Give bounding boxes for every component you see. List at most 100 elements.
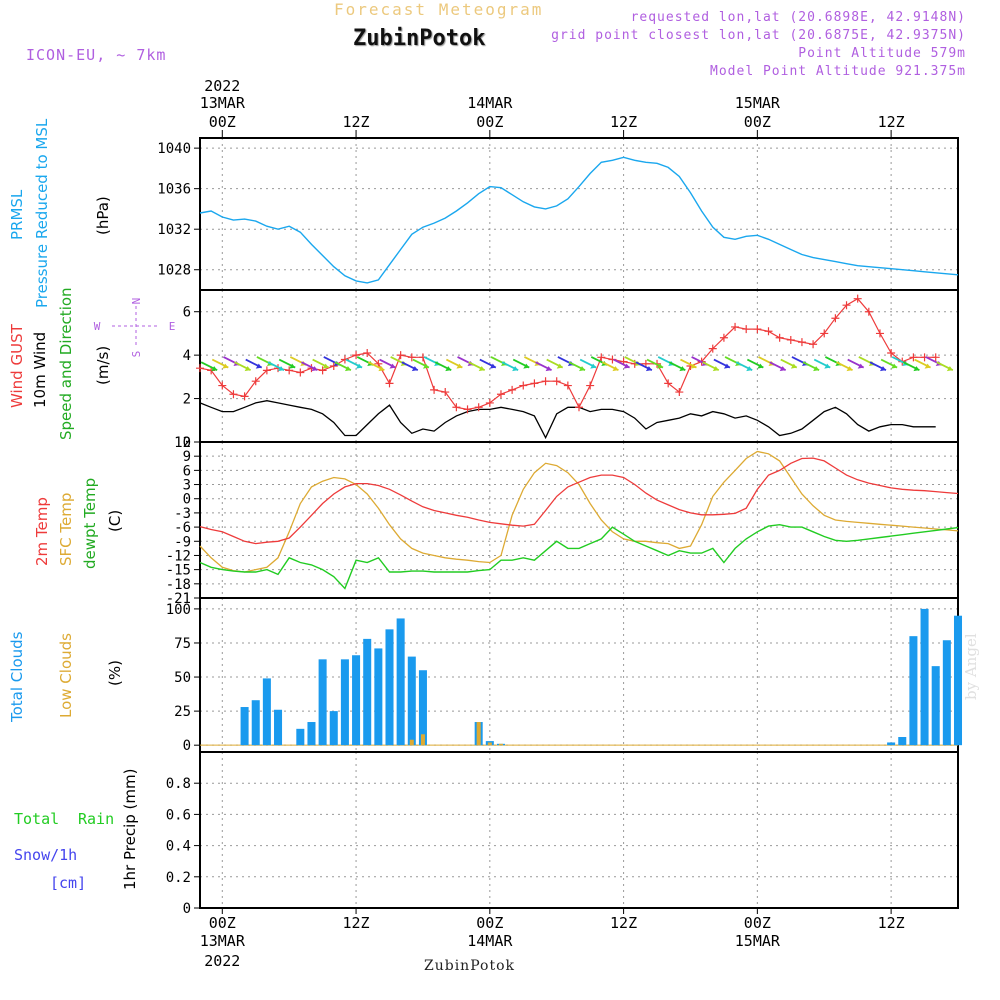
pressure-line bbox=[199, 156, 959, 284]
total-cloud-bar bbox=[307, 722, 316, 746]
temp-unit: (C) bbox=[106, 510, 124, 532]
wind-arrow-head bbox=[255, 363, 262, 369]
total-cloud-bar bbox=[240, 707, 249, 746]
compass-s: S bbox=[130, 351, 143, 358]
wind-arrow-head bbox=[590, 363, 597, 369]
wind-gust-marker bbox=[931, 353, 940, 362]
wind-arrow-head bbox=[411, 366, 418, 372]
pressure-frame bbox=[199, 137, 959, 291]
wind-arrow-head bbox=[512, 366, 519, 372]
wind-gust-marker bbox=[318, 366, 327, 375]
temp-ytick-label: -12 bbox=[166, 548, 191, 564]
precip-ytick-label: 0 bbox=[183, 901, 191, 917]
model-altitude: Model Point Altitude 921.375m bbox=[710, 64, 966, 79]
wind-gust-marker bbox=[240, 392, 249, 401]
clouds-ytick-label: 25 bbox=[174, 704, 191, 720]
total-cloud-bar bbox=[920, 608, 929, 746]
temp-2m-label: 2m Temp bbox=[33, 497, 51, 566]
wind-gust-marker bbox=[218, 381, 227, 390]
temp-ytick-label: 3 bbox=[183, 478, 191, 494]
precip-snow-label: Snow/1h bbox=[14, 846, 77, 864]
clouds-ytick-label: 100 bbox=[166, 602, 191, 618]
wind-arrow-head bbox=[389, 363, 396, 369]
compass-e: E bbox=[169, 320, 176, 333]
wind-gust-marker bbox=[430, 385, 439, 394]
wind-gust-marker bbox=[463, 405, 472, 414]
bottom-year-label: 2022 bbox=[204, 952, 240, 970]
wind-gust-marker bbox=[508, 385, 517, 394]
wind-gust-marker bbox=[887, 348, 896, 357]
wind-arrow-head bbox=[445, 366, 452, 372]
wind-arrow-head bbox=[289, 363, 296, 369]
total-cloud-bar bbox=[329, 711, 338, 746]
precip-ytick-label: 0.2 bbox=[166, 870, 191, 886]
footer-location: ZubinPotok bbox=[424, 958, 516, 974]
wind-gust-marker bbox=[820, 329, 829, 338]
temp-ytick-label: 6 bbox=[183, 463, 191, 479]
wind-gust-marker bbox=[396, 351, 405, 360]
precip-ytick-label: 0.8 bbox=[166, 776, 191, 792]
low-cloud-bar bbox=[409, 739, 414, 746]
wind-arrow-head bbox=[311, 366, 318, 372]
wind-gust-marker bbox=[764, 327, 773, 336]
wind-arrow-head bbox=[779, 366, 786, 372]
temp-ytick-label: -9 bbox=[174, 534, 191, 550]
top-hour-label: 12Z bbox=[610, 113, 637, 131]
wind-arrow-head bbox=[322, 363, 329, 369]
top-hour-label: 00Z bbox=[476, 113, 503, 131]
location-title: ZubinPotok bbox=[353, 26, 486, 51]
wind-ytick-label: 4 bbox=[183, 348, 191, 364]
sfc-temp-label: SFC Temp bbox=[57, 493, 75, 566]
dewpt-line bbox=[199, 523, 959, 590]
pressure-label-1: PRMSL bbox=[8, 189, 26, 240]
wind-gust-marker bbox=[329, 362, 338, 370]
precip-ytick-label: 0.4 bbox=[166, 839, 191, 855]
wind-gust-marker bbox=[786, 335, 795, 344]
wind-gust-marker bbox=[485, 398, 494, 407]
precip-ytick-label: 0.6 bbox=[166, 807, 191, 823]
compass-w: W bbox=[94, 320, 101, 333]
wind-gust-marker bbox=[352, 351, 361, 360]
closest-coords: grid point closest lon,lat (20.6875E, 42… bbox=[551, 28, 966, 43]
total-clouds-label: Total Clouds bbox=[8, 631, 26, 723]
wind-arrow-head bbox=[222, 363, 229, 369]
bottom-date-label: 14MAR bbox=[467, 932, 513, 950]
top-hour-label: 12Z bbox=[878, 113, 905, 131]
wind-arrow-head bbox=[211, 366, 218, 372]
bottom-hour-label: 00Z bbox=[476, 914, 503, 932]
wind-gust-marker bbox=[842, 301, 851, 310]
bottom-date-label: 15MAR bbox=[735, 932, 781, 950]
wind-arrow-head bbox=[790, 363, 797, 369]
wind-gust-marker bbox=[775, 333, 784, 342]
total-cloud-bar bbox=[942, 640, 951, 746]
bottom-date-label: 13MAR bbox=[200, 932, 246, 950]
pressure-ytick-label: 1040 bbox=[157, 141, 191, 157]
wind-gust-marker bbox=[519, 381, 528, 390]
wind-arrow-head bbox=[612, 366, 619, 372]
pressure-unit: (hPa) bbox=[94, 196, 112, 235]
wind-gust-marker bbox=[441, 388, 450, 397]
total-cloud-bar bbox=[318, 659, 327, 746]
wind-arrow-head bbox=[913, 366, 920, 372]
wind-gust-marker bbox=[664, 379, 673, 388]
wind-arrow-head bbox=[679, 366, 686, 372]
total-cloud-bar bbox=[385, 629, 394, 746]
wind-gust-line bbox=[199, 297, 936, 411]
wind-arrow-head bbox=[824, 363, 831, 369]
total-cloud-bar bbox=[262, 678, 271, 746]
wind-arrow-head bbox=[657, 363, 664, 369]
wind-gust-marker bbox=[597, 353, 606, 362]
wind-gust-marker bbox=[719, 333, 728, 342]
wind-gust-marker bbox=[909, 353, 918, 362]
meteogram-title: Forecast Meteogram bbox=[334, 0, 544, 19]
precip-snow-unit: [cm] bbox=[50, 874, 86, 892]
wind-arrow-head bbox=[278, 366, 285, 372]
bottom-hour-label: 12Z bbox=[610, 914, 637, 932]
wind-gust-marker bbox=[296, 368, 305, 377]
bottom-hour-label: 12Z bbox=[343, 914, 370, 932]
compass-n: N bbox=[130, 298, 143, 305]
top-hour-label: 00Z bbox=[209, 113, 236, 131]
wind-gust-marker bbox=[285, 366, 294, 375]
pressure-ytick-label: 1028 bbox=[157, 263, 191, 279]
wind-gust-marker bbox=[251, 377, 260, 386]
